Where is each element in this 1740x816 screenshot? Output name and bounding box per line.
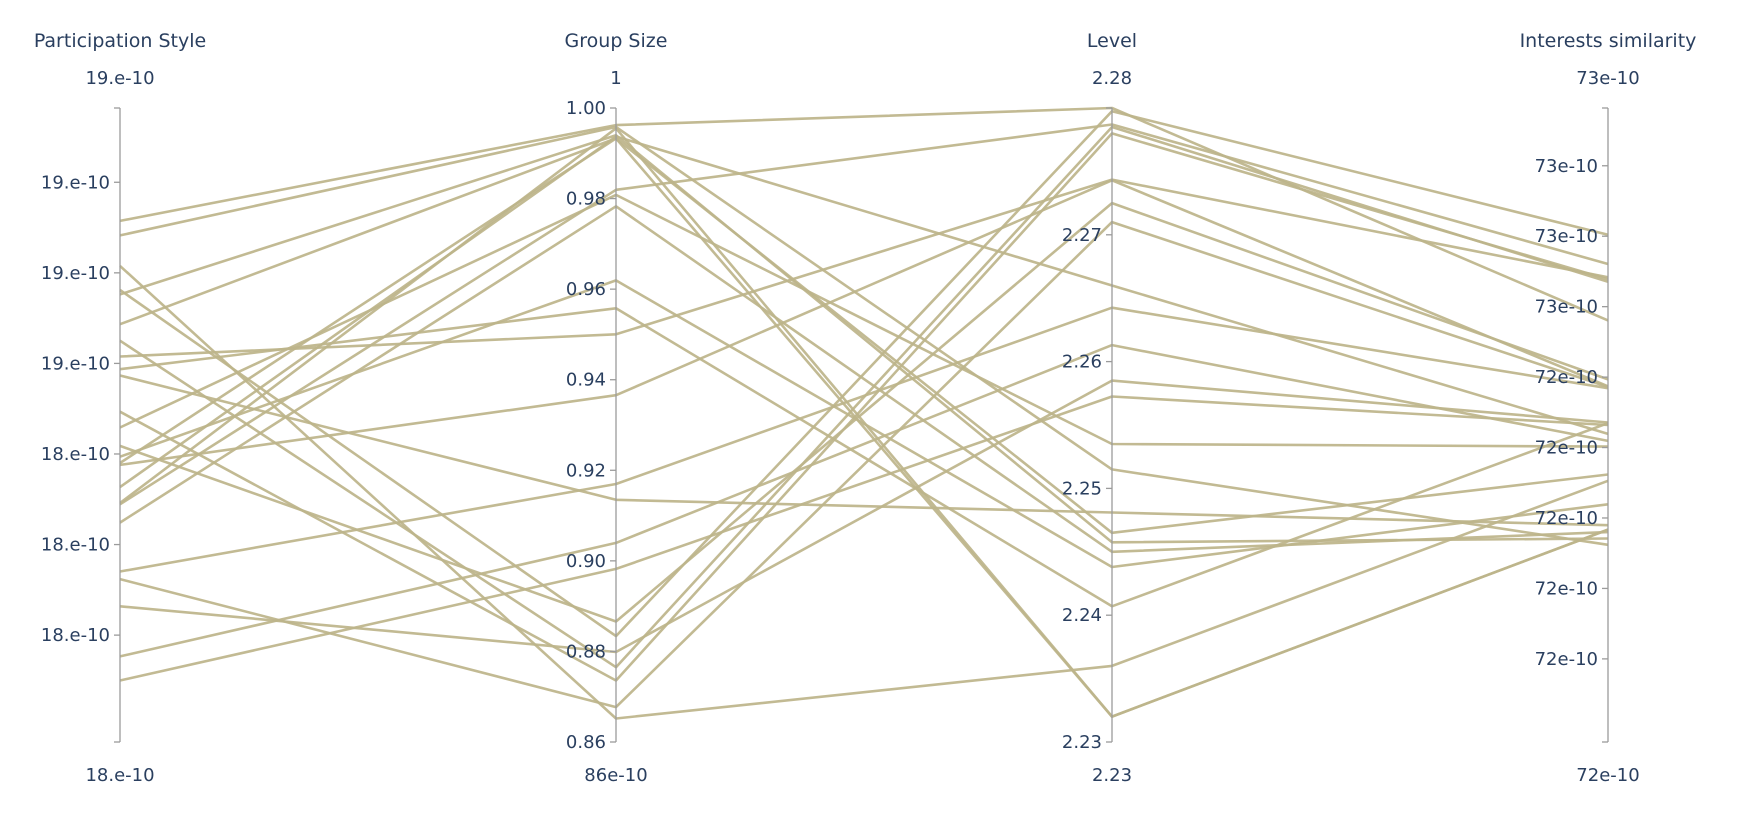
axis-title: Level [1087, 30, 1137, 52]
tick-label: 18.e-10 [41, 625, 110, 646]
axis-2[interactable]: Level 2.28 2.23 2.27 2.26 2.25 2.24 2.23 [1062, 30, 1137, 786]
tick-label: 73e-10 [1535, 226, 1598, 247]
tick-label: 72e-10 [1535, 367, 1598, 388]
tick-label: 2.26 [1062, 352, 1102, 373]
tick-label: 0.90 [566, 551, 606, 572]
axis-title: Interests similarity [1520, 30, 1697, 52]
tick-label: 18.e-10 [41, 535, 110, 556]
tick-label: 72e-10 [1535, 578, 1598, 599]
data-polyline-21[interactable] [119, 307, 1609, 608]
tick-label: 0.92 [566, 460, 606, 481]
tick-label: 73e-10 [1535, 156, 1598, 177]
tick-label: 0.96 [566, 279, 606, 300]
tick-label: 72e-10 [1535, 649, 1598, 670]
range-min-label: 86e-10 [584, 765, 647, 786]
tick-label: 72e-10 [1535, 508, 1598, 529]
range-min-label: 2.23 [1092, 765, 1132, 786]
range-max-label: 1 [610, 68, 621, 89]
data-polyline-13[interactable] [119, 395, 1609, 682]
tick-label: 19.e-10 [41, 172, 110, 193]
tick-label: 0.88 [566, 641, 606, 662]
data-polyline-1[interactable] [119, 109, 1609, 638]
data-polyline-24[interactable] [119, 137, 1609, 718]
tick-label: 0.98 [566, 189, 606, 210]
data-polyline-19[interactable] [119, 205, 1609, 554]
tick-label: 2.25 [1062, 478, 1102, 499]
data-polyline-18[interactable] [119, 137, 1609, 535]
tick-label: 19.e-10 [41, 353, 110, 374]
data-polyline-22[interactable] [119, 264, 1609, 720]
tick-label: 1.00 [566, 98, 606, 119]
data-polyline-15[interactable] [119, 193, 1609, 448]
data-polyline-23[interactable] [119, 127, 1609, 718]
tick-label: 2.27 [1062, 225, 1102, 246]
tick-label: 0.86 [566, 732, 606, 753]
axis-3[interactable]: Interests similarity 73e-10 72e-10 73e-10 73… [1520, 30, 1697, 786]
axis-title: Group Size [565, 30, 668, 52]
range-min-label: 72e-10 [1576, 765, 1639, 786]
data-polyline-4[interactable] [119, 123, 1609, 506]
range-max-label: 2.28 [1092, 68, 1132, 89]
data-polyline-3[interactable] [119, 132, 1609, 682]
tick-label: 18.e-10 [41, 444, 110, 465]
data-polyline-11[interactable] [119, 343, 1609, 658]
data-polyline-14[interactable] [119, 125, 1609, 547]
polylines-layer [119, 106, 1609, 720]
tick-label: 0.94 [566, 370, 606, 391]
data-polyline-6[interactable] [119, 179, 1609, 467]
range-max-label: 19.e-10 [85, 68, 154, 89]
data-polyline-7[interactable] [119, 201, 1609, 623]
data-polyline-12[interactable] [119, 379, 1609, 654]
axis-title: Participation Style [34, 30, 206, 52]
data-polyline-16[interactable] [119, 374, 1609, 527]
axis-1[interactable]: Group Size 1 86e-10 1.00 0.98 0.96 0.94 0.92 0.9… [565, 30, 668, 786]
data-polyline-8[interactable] [119, 220, 1609, 709]
tick-label: 73e-10 [1535, 297, 1598, 318]
data-polyline-10[interactable] [119, 306, 1609, 573]
data-polyline-0[interactable] [119, 106, 1609, 322]
axes-layer: Participation Style 19.e-10 18.e-10 19.e-10… [34, 30, 1697, 786]
range-max-label: 73e-10 [1576, 68, 1639, 89]
tick-label: 2.24 [1062, 605, 1102, 626]
axis-0[interactable]: Participation Style 19.e-10 18.e-10 19.e-10… [34, 30, 206, 786]
tick-label: 2.23 [1062, 732, 1102, 753]
range-min-label: 18.e-10 [85, 765, 154, 786]
tick-label: 72e-10 [1535, 438, 1598, 459]
tick-label: 19.e-10 [41, 263, 110, 284]
data-polyline-5[interactable] [119, 178, 1609, 358]
data-polyline-17[interactable] [119, 134, 1609, 544]
